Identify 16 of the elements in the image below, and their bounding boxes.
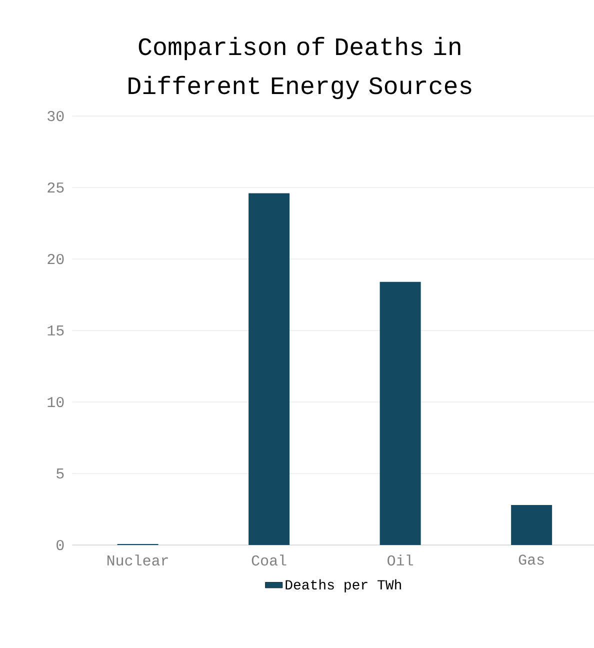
y-tick-label: 5 bbox=[56, 468, 64, 479]
y-tick-label: 20 bbox=[48, 254, 64, 264]
bar bbox=[511, 504, 552, 546]
x-tick-label: Nuclear bbox=[107, 554, 168, 566]
x-tick-label: Oil bbox=[388, 554, 413, 566]
x-tick-label: Coal bbox=[252, 554, 286, 566]
y-tick-label: 25 bbox=[48, 182, 64, 193]
bar bbox=[248, 193, 290, 546]
y-tick-label: 30 bbox=[48, 110, 64, 122]
x-tick-label: Gas bbox=[518, 554, 544, 565]
y-tick-label: 10 bbox=[48, 396, 64, 408]
legend-label: Deaths per TWh bbox=[286, 579, 401, 592]
y-tick-label: 15 bbox=[48, 326, 64, 336]
chart-title: Comparison of Deaths in Different Energy Sources bbox=[128, 36, 472, 100]
y-tick-label: 0 bbox=[56, 540, 64, 550]
bar bbox=[380, 282, 421, 546]
